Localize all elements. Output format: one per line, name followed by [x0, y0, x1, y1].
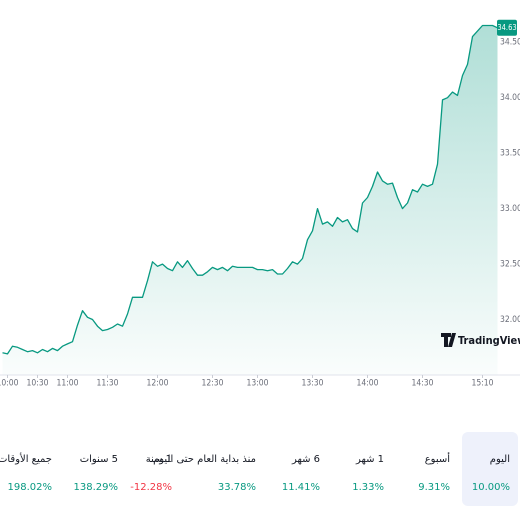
period-tab[interactable]: أسبوع 9.31% [396, 432, 458, 506]
y-tick-label: 33.00 [500, 204, 520, 214]
x-tick-label: 11:00 [56, 379, 78, 389]
last-price-box [497, 19, 517, 36]
price-line [2, 24, 498, 355]
last-price-label: 34.63 [497, 23, 516, 32]
period-tab[interactable]: منذ بداية العام حتى اليوم 33.78% [153, 432, 264, 506]
x-tick-label: 14:00 [356, 379, 378, 389]
period-change: -12.28% [130, 482, 172, 493]
period-change: 9.31% [418, 482, 450, 493]
period-label: جميع الأوقات [0, 454, 52, 465]
x-tick-label: 14:30 [411, 379, 433, 389]
period-change: 1.33% [352, 482, 384, 493]
period-tab[interactable]: 5 سنوات 138.29% [64, 432, 126, 506]
period-tab[interactable]: جميع الأوقات 198.02% [0, 432, 60, 506]
area-fill [2, 25, 498, 375]
period-label: أسبوع [424, 454, 450, 465]
period-tab[interactable]: 6 شهر 11.41% [268, 432, 328, 506]
period-tab[interactable]: اليوم 10.00% [462, 432, 518, 506]
y-tick-label: 34.50 [500, 38, 520, 48]
x-tick-label: 10:00 [0, 379, 19, 389]
y-tick-label: 32.50 [500, 260, 520, 270]
x-tick-label: 12:30 [201, 379, 223, 389]
x-tick-label: 13:30 [301, 379, 323, 389]
logo [441, 333, 456, 347]
x-tick-label: 10:30 [26, 379, 48, 389]
x-tick-label: 13:00 [246, 379, 268, 389]
period-label: 1 شهر [355, 454, 384, 465]
y-tick-label: 34.00 [500, 93, 520, 103]
period-label: 6 شهر [291, 454, 320, 465]
y-tick-label: 32.00 [500, 315, 520, 325]
period-tab[interactable]: 1 شهر 1.33% [332, 432, 392, 506]
period-label: اليوم [489, 454, 510, 465]
x-tick-label: 12:00 [146, 379, 168, 389]
watermark: TradingView [441, 333, 520, 347]
period-tabs: اليوم 10.00% أسبوع 9.31% 1 شهر 1.33% 6 شهر 11.4… [0, 432, 520, 506]
period-label: 5 سنوات [79, 454, 118, 465]
chart: TradingView 10:00 10:30 11:00 11:30 12:00 12:… [0, 19, 520, 389]
period-label: منذ بداية العام حتى اليوم [153, 454, 256, 465]
x-tick-label: 15:10 [471, 379, 493, 389]
watermark-text: TradingView [458, 334, 520, 347]
period-tab[interactable]: 1 سنة -12.28% [130, 432, 180, 506]
y-tick-label: 33.50 [500, 149, 520, 159]
period-change: 198.02% [7, 482, 53, 493]
period-change: 33.78% [217, 482, 256, 493]
period-change: 11.41% [281, 482, 320, 493]
x-tick-label: 11:30 [96, 379, 118, 389]
period-change: 138.29% [73, 482, 119, 493]
period-change: 10.00% [471, 482, 510, 493]
period-label: 1 سنة [145, 454, 172, 465]
